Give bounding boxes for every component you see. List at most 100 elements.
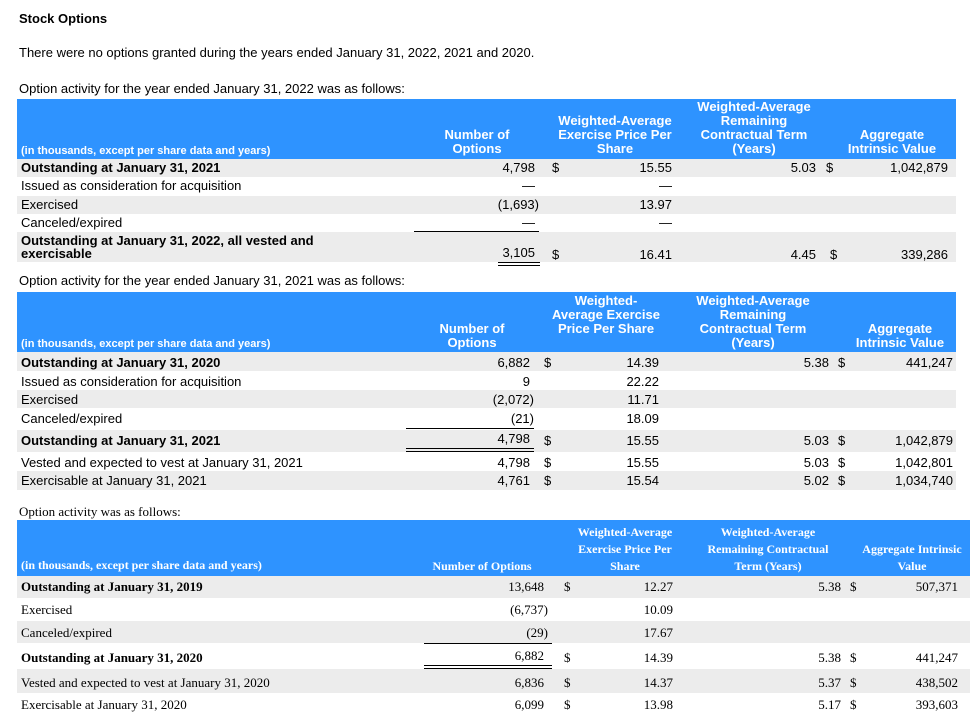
header-value: Aggregate Intrinsic Value (855, 321, 945, 350)
cell-value: 441,247 (915, 650, 958, 665)
total-rule (406, 448, 534, 449)
row-stripe (17, 471, 956, 490)
table-caption: Option activity was as follows: (19, 504, 181, 519)
cell-price: 13.97 (639, 197, 672, 212)
cell-price: 10.09 (643, 602, 673, 617)
cell-term: 5.03 (790, 160, 816, 175)
cell-currency: $ (838, 433, 846, 448)
cell-currency: $ (838, 455, 846, 470)
cell-options: (6,737) (510, 602, 548, 617)
cell-currency: $ (850, 579, 857, 594)
cell-term: 5.03 (803, 433, 829, 448)
cell-currency: $ (850, 650, 857, 665)
cell-term: 4.45 (790, 247, 816, 262)
table-row-label: Outstanding at January 31, 2019 (21, 579, 203, 594)
row-stripe (17, 669, 970, 693)
subtotal-rule (424, 643, 552, 644)
header-label: (in thousands, except per share data and… (21, 338, 271, 350)
intro-paragraph: There were no options granted during the… (19, 45, 535, 60)
cell-price: 16.41 (639, 247, 672, 262)
cell-value: 1,034,740 (895, 473, 953, 488)
table-row-label: Outstanding at January 31, 2022, all ves… (21, 233, 314, 261)
total-rule (498, 265, 540, 266)
cell-options: 4,798 (497, 455, 530, 470)
cell-options: 4,798 (497, 431, 530, 446)
cell-options: (21) (510, 411, 534, 426)
row-stripe (17, 621, 970, 643)
cell-options: — (522, 215, 535, 230)
row-stripe (17, 576, 970, 598)
table-row-label: Exercisable at January 31, 2021 (21, 473, 207, 488)
table-row-label: Canceled/expired (21, 411, 123, 426)
table-row-label: Outstanding at January 31, 2021 (21, 433, 221, 448)
cell-currency: $ (830, 247, 838, 262)
table-row-label: Vested and expected to vest at January 3… (21, 675, 270, 690)
section-title: Stock Options (19, 11, 108, 26)
cell-currency: $ (826, 160, 834, 175)
cell-price: 18.09 (626, 411, 659, 426)
cell-price: 13.98 (643, 697, 673, 712)
subtotal-rule (406, 428, 534, 429)
table-row-label: Exercisable at January 31, 2020 (21, 697, 187, 712)
total-rule (424, 665, 552, 666)
cell-price: — (659, 178, 672, 193)
cell-value: 1,042,801 (895, 455, 953, 470)
cell-options: 13,648 (508, 579, 544, 594)
cell-currency: $ (544, 433, 552, 448)
header-price: Weighted-Average Exercise Price Per Shar… (577, 525, 673, 573)
cell-value: 1,042,879 (895, 433, 953, 448)
cell-currency: $ (544, 473, 552, 488)
table-row-label: Issued as consideration for acquisition (21, 374, 242, 389)
table-row-label: Exercised (21, 602, 73, 617)
cell-price: — (659, 215, 672, 230)
cell-currency: $ (838, 355, 846, 370)
cell-value: 339,286 (901, 247, 948, 262)
cell-options: 4,798 (502, 160, 535, 175)
table-caption: Option activity for the year ended Janua… (19, 81, 405, 96)
table-caption: Option activity for the year ended Janua… (19, 273, 405, 288)
cell-term: 5.02 (803, 473, 829, 488)
header-term: Weighted-Average Remaining Contractual T… (696, 293, 810, 350)
cell-price: 22.22 (626, 374, 659, 389)
row-stripe (17, 352, 956, 371)
cell-currency: $ (564, 650, 571, 665)
cell-term: 5.17 (818, 697, 841, 712)
header-term: Weighted-Average Remaining Contractual T… (707, 525, 829, 573)
table-row-label: Vested and expected to vest at January 3… (21, 455, 303, 470)
cell-price: 14.39 (643, 650, 673, 665)
row-stripe (17, 232, 956, 262)
cell-price: 15.54 (626, 473, 659, 488)
header-options: Number of Options (432, 559, 532, 573)
header-label: (in thousands, except per share data and… (21, 145, 271, 157)
cell-currency: $ (544, 455, 552, 470)
cell-options: (29) (526, 625, 548, 640)
cell-options: — (522, 178, 535, 193)
table-row-label: Issued as consideration for acquisition (21, 178, 242, 193)
table-row-label: Canceled/expired (21, 625, 112, 640)
cell-currency: $ (850, 697, 857, 712)
total-rule (406, 451, 534, 452)
table-row-label: Exercised (21, 392, 79, 407)
cell-price: 14.37 (643, 675, 673, 690)
cell-currency: $ (564, 675, 571, 690)
cell-term: 5.38 (818, 650, 841, 665)
cell-currency: $ (552, 247, 560, 262)
table-row-label: Canceled/expired (21, 215, 123, 230)
cell-value: 507,371 (915, 579, 958, 594)
cell-options: 3,105 (502, 245, 535, 260)
subtotal-rule (414, 231, 539, 232)
total-rule (498, 262, 540, 263)
cell-price: 14.39 (626, 355, 659, 370)
cell-currency: $ (838, 473, 846, 488)
cell-price: 11.71 (627, 392, 659, 407)
row-stripe (17, 196, 956, 214)
cell-options: (2,072) (492, 392, 534, 407)
header-value: Aggregate Intrinsic Value (862, 542, 962, 573)
header-price: Weighted-Average Exercise Price Per Shar… (552, 293, 660, 336)
cell-currency: $ (564, 579, 571, 594)
header-value: Aggregate Intrinsic Value (847, 127, 937, 156)
table-row-label: Outstanding at January 31, 2021 (21, 160, 221, 175)
table-row-label: Outstanding at January 31, 2020 (21, 355, 221, 370)
cell-currency: $ (552, 160, 560, 175)
cell-price: 15.55 (626, 455, 659, 470)
